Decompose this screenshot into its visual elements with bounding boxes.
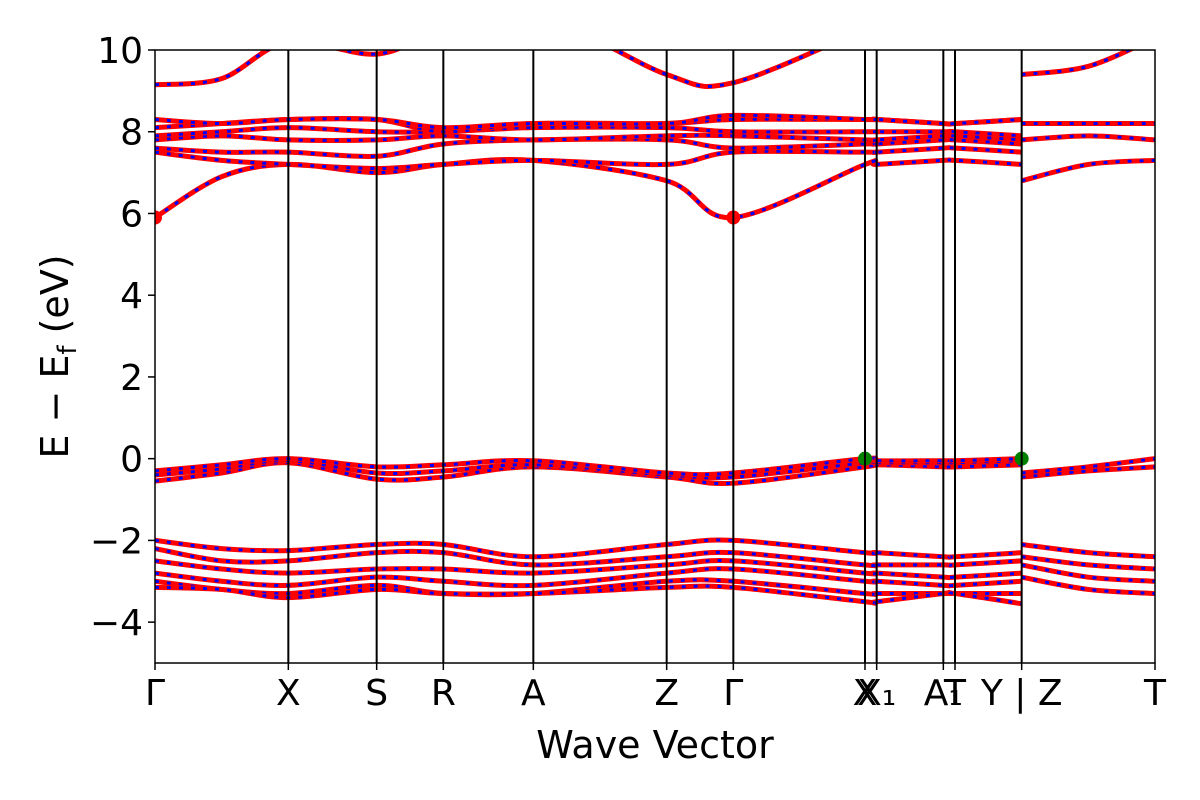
band-line-blue xyxy=(1021,134,1155,142)
band-line-red xyxy=(1021,133,1155,143)
y-tick-label: 6 xyxy=(120,194,143,235)
x-tick-label: R xyxy=(431,673,456,714)
band-line-blue xyxy=(1021,555,1155,571)
y-axis-label-unit: (eV) xyxy=(33,254,77,345)
band-line-blue xyxy=(1021,50,1133,77)
y-tick-label: −4 xyxy=(90,603,143,644)
band-edge-marker xyxy=(155,210,162,225)
high-symmetry-lines xyxy=(287,50,1023,663)
x-tick-label: T xyxy=(1143,673,1167,714)
x-tick-label: X₁ xyxy=(857,673,896,714)
band-line-blue xyxy=(1021,563,1155,583)
band-line-red xyxy=(1021,157,1155,184)
y-tick-label: 0 xyxy=(120,440,143,481)
x-tick-label: S xyxy=(365,673,388,714)
x-tick-label: A xyxy=(521,673,546,714)
y-tick-label: 8 xyxy=(120,113,143,154)
band-line-red xyxy=(155,157,1022,221)
band-line-red xyxy=(155,50,824,89)
band-line-blue xyxy=(155,50,822,88)
x-tick-label: Γ xyxy=(145,673,165,714)
y-axis-label: E − Ef (eV) xyxy=(33,254,83,458)
plot-area-frame xyxy=(154,49,1156,664)
y-axis-label-sub: f xyxy=(53,345,83,355)
band-line-red xyxy=(1021,50,1135,78)
y-tick-label: 2 xyxy=(120,358,143,399)
band-line-blue xyxy=(1021,465,1155,479)
band-line-blue xyxy=(1021,158,1155,183)
x-tick-label: Z xyxy=(654,673,679,714)
x-tick-label: X xyxy=(853,673,878,714)
band-edge-markers xyxy=(155,210,1029,466)
x-tick-label: X xyxy=(276,673,301,714)
x-axis-label: Wave Vector xyxy=(536,723,774,767)
x-tick-label: Γ xyxy=(723,673,743,714)
x-tick-label: Y | Z xyxy=(980,673,1063,714)
band-line-red xyxy=(1021,542,1155,560)
band-line-blue xyxy=(1021,457,1155,475)
band-line-blue xyxy=(1021,575,1155,596)
x-tick-label: A₁ xyxy=(924,673,963,714)
band-line-blue xyxy=(1021,542,1155,559)
x-tick-label: T xyxy=(943,673,967,714)
band-lines xyxy=(155,50,1155,607)
y-axis-label-main: E − E xyxy=(33,355,77,459)
y-tick-label: 4 xyxy=(120,276,143,317)
y-tick-label: 10 xyxy=(97,31,143,72)
y-tick-label: −2 xyxy=(90,521,143,562)
y-axis-ticks: −4 −2 0 2 4 6 8 10 xyxy=(90,31,155,644)
